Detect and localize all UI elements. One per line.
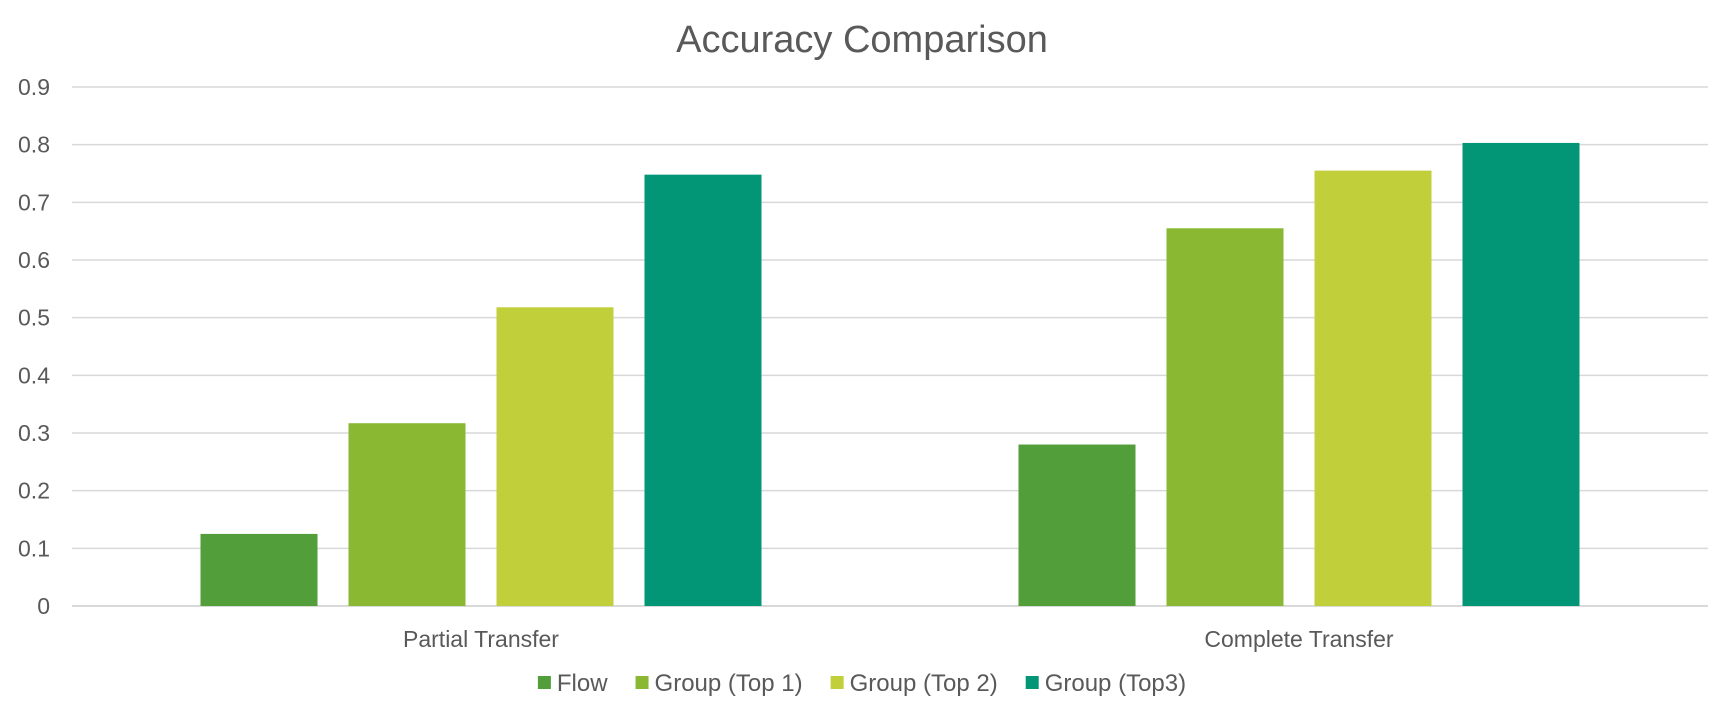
bar-group-top-2-complete-transfer: [1314, 170, 1432, 606]
y-tick-label: 0.4: [18, 362, 50, 388]
legend-label: Flow: [557, 670, 608, 697]
bars: [200, 142, 1580, 607]
legend-label: Group (Top 1): [655, 670, 803, 697]
legend: Flow Group (Top 1) Group (Top 2) Group (Top…: [537, 670, 1186, 697]
bar-group-top-1-partial-transfer: [348, 423, 466, 606]
gridlines: [72, 86, 1708, 607]
legend-item: Group (Top3): [1025, 670, 1186, 697]
chart-title: Accuracy Comparison: [676, 19, 1048, 61]
legend-swatch: [830, 676, 844, 689]
x-category-label: Partial Transfer: [403, 626, 559, 652]
y-tick-label: 0.8: [18, 132, 50, 158]
bar-group-top3-partial-transfer: [644, 174, 762, 607]
x-category-label: Complete Transfer: [1204, 626, 1394, 652]
legend-label: Group (Top3): [1045, 670, 1186, 697]
legend-item: Group (Top 1): [635, 670, 803, 697]
y-tick-label: 0.5: [18, 305, 50, 331]
legend-item: Flow: [537, 670, 608, 697]
y-tick-label: 0.7: [18, 189, 50, 215]
bar-group-top3-complete-transfer: [1462, 142, 1580, 607]
bar-flow-partial-transfer: [200, 533, 318, 606]
legend-item: Group (Top 2): [830, 670, 998, 697]
y-tick-label: 0.9: [18, 74, 50, 100]
y-tick-label: 0.6: [18, 247, 50, 273]
bar-flow-complete-transfer: [1018, 444, 1136, 606]
legend-swatch: [1025, 676, 1039, 689]
y-tick-label: 0.3: [18, 420, 50, 446]
y-tick-label: 0.1: [18, 535, 50, 561]
legend-label: Group (Top 2): [850, 670, 998, 697]
legend-swatch: [635, 676, 649, 689]
bar-group-top-1-complete-transfer: [1166, 228, 1284, 607]
y-tick-label: 0.2: [18, 478, 50, 504]
legend-swatch: [537, 676, 551, 689]
x-axis-categories: Partial Transfer Complete Transfer: [403, 626, 1394, 652]
bar-group-top-2-partial-transfer: [496, 307, 614, 606]
y-tick-label: 0: [37, 593, 50, 619]
y-axis-ticks: 0 0.1 0.2 0.3 0.4 0.5 0.6 0.7 0.8 0.9: [18, 74, 50, 619]
